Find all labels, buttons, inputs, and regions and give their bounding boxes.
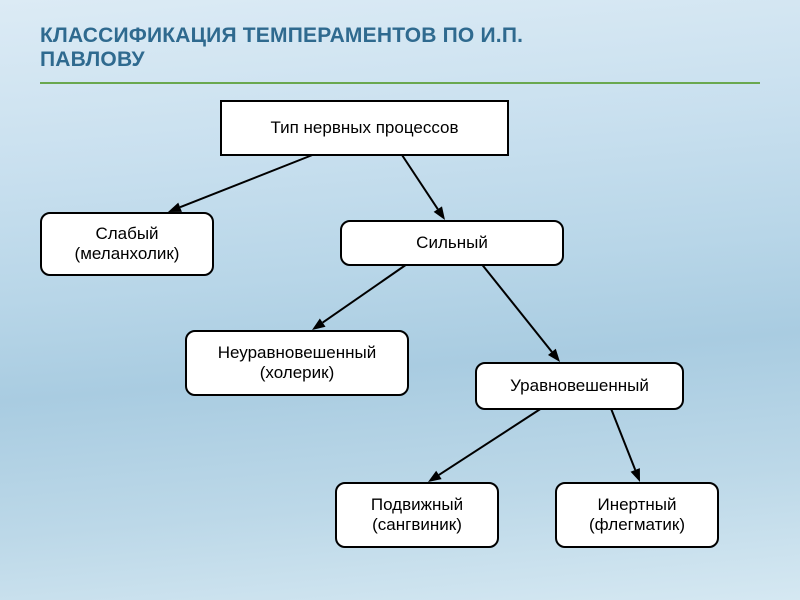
node-mobile: Подвижный (сангвиник)	[335, 482, 499, 548]
title-underline	[40, 82, 760, 84]
node-mobile-line1: Подвижный	[371, 495, 463, 515]
title-line-2: ПАВЛОВУ	[40, 48, 145, 71]
node-unbalanced-line1: Неуравновешенный	[218, 343, 377, 363]
slide-title: КЛАССИФИКАЦИЯ ТЕМПЕРАМЕНТОВ ПО И.П. ПАВЛ…	[40, 24, 760, 72]
node-balanced: Уравновешенный	[475, 362, 684, 410]
node-mobile-line2: (сангвиник)	[372, 515, 462, 535]
slide: КЛАССИФИКАЦИЯ ТЕМПЕРАМЕНТОВ ПО И.П. ПАВЛ…	[0, 0, 800, 600]
node-weak: Слабый (меланхолик)	[40, 212, 214, 276]
node-weak-line2: (меланхолик)	[75, 244, 180, 264]
node-root: Тип нервных процессов	[220, 100, 509, 156]
node-unbalanced: Неуравновешенный (холерик)	[185, 330, 409, 396]
node-inert-line1: Инертный	[597, 495, 676, 515]
node-root-label: Тип нервных процессов	[270, 118, 458, 138]
node-strong: Сильный	[340, 220, 564, 266]
node-inert: Инертный (флегматик)	[555, 482, 719, 548]
node-inert-line2: (флегматик)	[589, 515, 685, 535]
node-weak-line1: Слабый	[95, 224, 158, 244]
title-line-1: КЛАССИФИКАЦИЯ ТЕМПЕРАМЕНТОВ ПО И.П.	[40, 24, 523, 47]
node-balanced-label: Уравновешенный	[510, 376, 649, 396]
node-strong-label: Сильный	[416, 233, 488, 253]
node-unbalanced-line2: (холерик)	[260, 363, 334, 383]
